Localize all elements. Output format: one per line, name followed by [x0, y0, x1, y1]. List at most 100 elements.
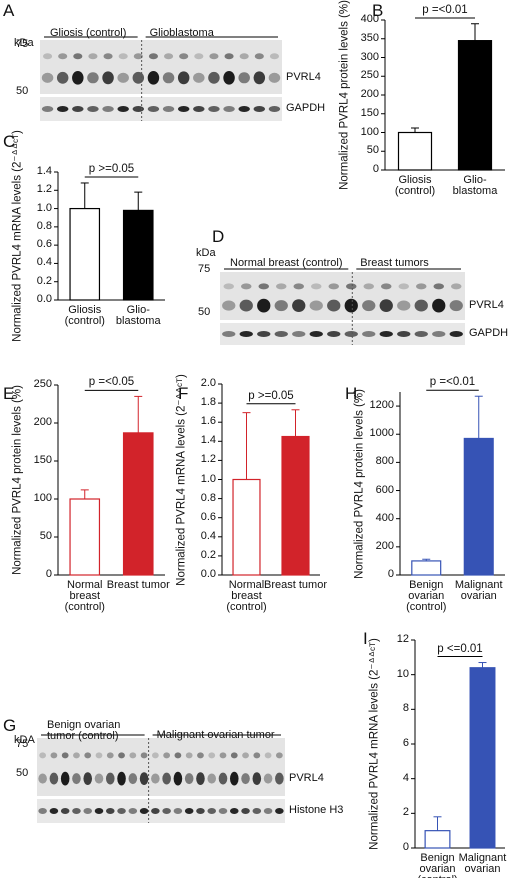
y-tick-label: 300 — [360, 50, 379, 63]
y-axis-label: Normalized PVRL4 protein levels (%) — [353, 388, 366, 579]
band — [38, 773, 47, 784]
band — [196, 772, 205, 785]
marker-label: 75 — [198, 263, 211, 275]
band — [433, 283, 444, 290]
band — [238, 72, 250, 84]
band — [147, 106, 160, 112]
band — [242, 752, 249, 759]
x-tick-label: Malignant ovarian — [458, 852, 507, 875]
band — [449, 300, 463, 312]
y-tick-label: 1.2 — [200, 453, 216, 466]
band-label: GAPDH — [286, 102, 326, 114]
x-tick-label: Normal breast (control) — [226, 579, 267, 613]
y-tick-label: 0.8 — [36, 219, 52, 232]
x-tick-label: Benign ovarian (control) — [406, 579, 447, 613]
y-tick-label: 100 — [360, 125, 379, 138]
band — [229, 771, 239, 786]
y-axis-label: Normalized PVRL4 protein levels (%) — [338, 0, 351, 190]
band — [327, 299, 341, 312]
y-tick-label: 0.4 — [36, 256, 52, 269]
band — [193, 72, 205, 83]
band — [397, 331, 411, 337]
band — [257, 331, 271, 337]
x-tick-label: Breast tumor — [264, 579, 327, 591]
band — [238, 106, 250, 112]
band — [274, 300, 288, 312]
band — [257, 298, 271, 313]
band — [58, 53, 68, 60]
band — [94, 808, 104, 814]
band-label: PVRL4 — [289, 771, 324, 784]
panel-letter: F — [178, 384, 189, 403]
band — [268, 72, 281, 83]
band — [128, 773, 138, 785]
y-axis-label: Normalized PVRL4 protein levels (%) — [11, 385, 24, 575]
band — [196, 808, 205, 814]
annotation: p =<0.05 — [88, 376, 135, 389]
band — [293, 283, 304, 290]
band — [117, 771, 126, 786]
y-tick-label: 0.8 — [200, 491, 216, 504]
band — [208, 752, 216, 759]
band — [209, 53, 219, 60]
y-tick-label: 0.6 — [200, 510, 216, 523]
y-tick-label: 0 — [402, 841, 409, 853]
kda-label: kDa — [196, 247, 216, 259]
band — [139, 772, 149, 785]
band — [258, 283, 269, 290]
band — [414, 299, 428, 312]
band — [50, 752, 58, 759]
panel-letter: C — [3, 132, 16, 151]
band — [162, 772, 171, 785]
band — [292, 299, 306, 312]
band — [263, 773, 273, 784]
band — [398, 283, 409, 290]
band — [451, 283, 462, 290]
y-tick-label: 150 — [33, 454, 52, 466]
band — [177, 106, 190, 112]
band — [344, 298, 358, 313]
band — [84, 752, 92, 759]
band — [414, 331, 428, 337]
band — [173, 771, 183, 786]
band — [218, 808, 228, 814]
annotation: p =<0.01 — [429, 376, 476, 389]
y-tick-label: 10 — [396, 667, 409, 680]
band — [72, 70, 84, 85]
band — [252, 808, 262, 814]
bar — [397, 131, 433, 171]
y-tick-label: 600 — [375, 483, 394, 496]
band — [223, 283, 234, 290]
band — [95, 752, 103, 759]
band — [132, 71, 145, 84]
band — [56, 71, 69, 84]
band — [253, 752, 261, 759]
bar — [122, 432, 154, 576]
y-tick-label: 100 — [33, 492, 52, 504]
band — [174, 752, 182, 759]
marker-label: 50 — [16, 767, 29, 779]
y-tick-label: 1000 — [369, 427, 394, 440]
band — [241, 808, 250, 814]
band — [173, 808, 183, 814]
band — [73, 752, 80, 759]
panel-letter: A — [3, 1, 15, 20]
panel-letter: G — [3, 716, 17, 735]
kda-label: kDA — [14, 734, 35, 746]
band — [117, 72, 129, 83]
band — [224, 53, 234, 60]
band — [73, 53, 83, 60]
band — [222, 331, 236, 337]
band — [43, 53, 53, 60]
bar — [457, 40, 493, 171]
band — [105, 808, 115, 814]
y-tick-label: 0.2 — [36, 274, 52, 287]
band — [148, 53, 158, 60]
band — [60, 808, 70, 814]
band — [56, 106, 69, 112]
y-tick-label: 0 — [387, 568, 394, 580]
band — [179, 53, 189, 60]
y-tick-label: 1.0 — [200, 472, 216, 485]
band — [381, 283, 392, 290]
band — [94, 773, 104, 784]
